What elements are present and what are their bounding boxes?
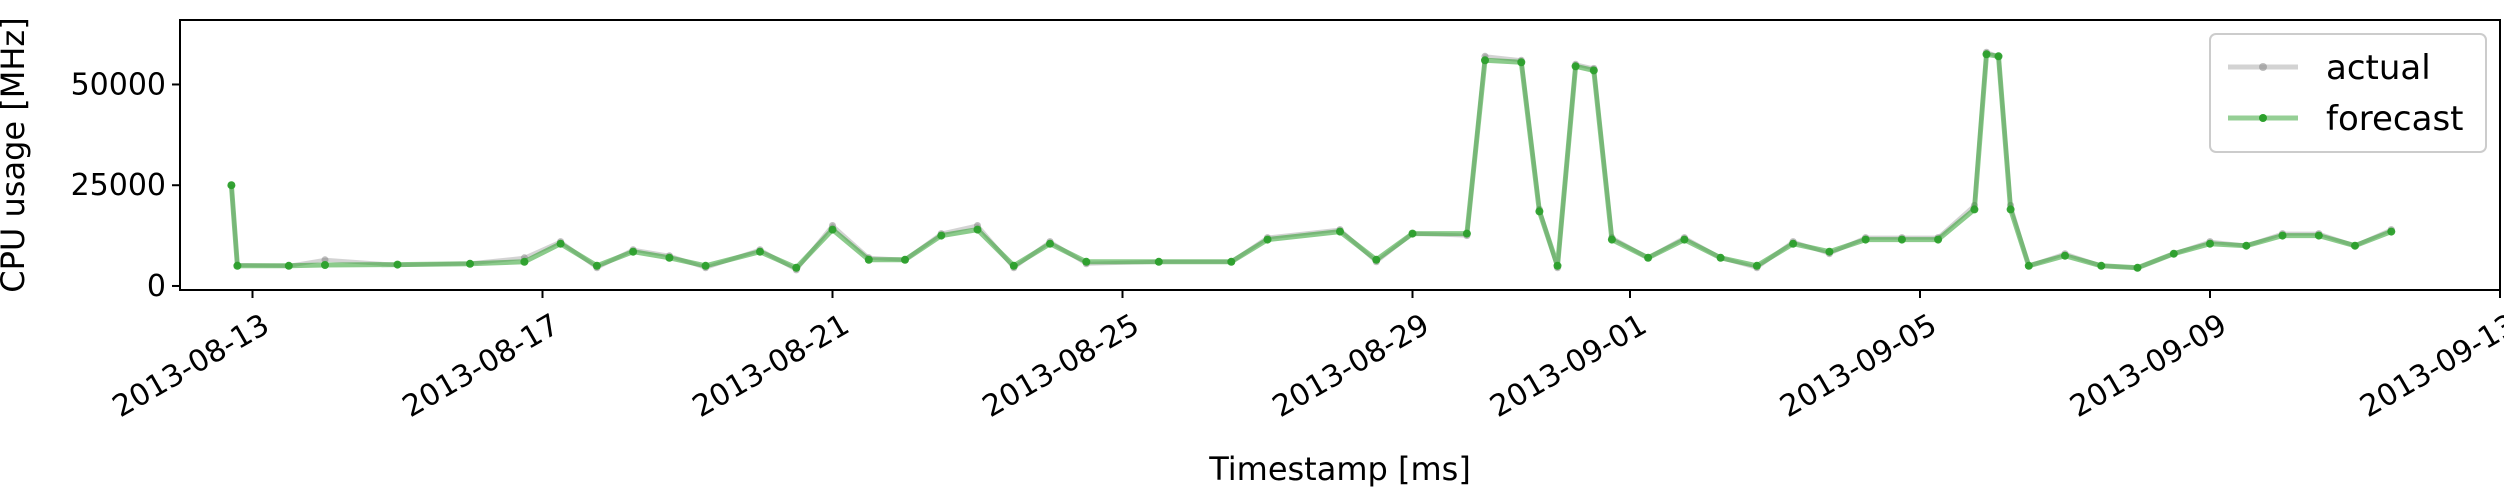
x-tick-label: 2013-09-01 (1484, 307, 1652, 424)
series-line-forecast (228, 51, 2393, 271)
data-point-forecast (2351, 241, 2359, 250)
data-point-forecast (665, 253, 674, 262)
data-point-forecast (937, 231, 946, 240)
plot-area (180, 20, 2500, 290)
data-point-forecast (2006, 205, 2015, 214)
data-point-forecast (1970, 205, 1979, 214)
x-tick-label: 2013-09-05 (1774, 307, 1942, 424)
data-point-forecast (227, 181, 236, 190)
data-point-forecast (973, 225, 982, 234)
data-point-forecast (1825, 247, 1834, 256)
x-axis: 2013-08-13 2013-08-17 2013-08-21 2013-08-25… (107, 290, 2504, 425)
data-point-forecast (2278, 231, 2287, 240)
data-point-forecast (520, 257, 529, 266)
y-axis-label: CPU usage [MHz] (0, 17, 32, 292)
data-point-forecast (1535, 207, 1544, 216)
data-point-forecast (466, 259, 474, 268)
data-point-forecast (864, 255, 873, 264)
plot-frame (179, 19, 2501, 291)
x-tick-label: 2013-08-29 (1267, 307, 1435, 424)
y-tick-label: 50000 (71, 67, 166, 102)
data-point-forecast (1481, 56, 1489, 65)
data-point-forecast (1589, 66, 1598, 75)
data-point-forecast (629, 247, 638, 256)
x-tick-label: 2013-08-21 (687, 307, 855, 424)
data-point-forecast (2097, 261, 2106, 270)
x-axis-label: Timestamp [ms] (1208, 450, 1471, 488)
data-point-forecast (1897, 235, 1906, 244)
data-point-forecast (284, 261, 293, 270)
data-point-forecast (1009, 261, 1018, 270)
data-point-forecast (1752, 261, 1761, 270)
data-point-forecast (1462, 229, 1471, 238)
y-tick-label: 25000 (71, 168, 166, 203)
data-point-forecast (1336, 227, 1344, 236)
x-tick-label: 2013-08-25 (977, 307, 1145, 424)
data-point-forecast (1680, 235, 1689, 244)
legend-label-forecast: forecast (2326, 99, 2464, 139)
y-axis: 0 25000 50000 (71, 67, 180, 304)
legend-label-actual: actual (2326, 48, 2431, 88)
data-point-forecast (1571, 62, 1580, 71)
data-point-forecast (1372, 255, 1381, 264)
legend: actual forecast (2209, 33, 2487, 153)
series-layer (227, 48, 2396, 274)
data-point-forecast (1716, 253, 1725, 262)
legend-box (2209, 33, 2487, 153)
data-point-forecast (1934, 235, 1943, 244)
data-point-forecast (1263, 235, 1272, 244)
x-tick-label: 2013-09-09 (2064, 307, 2232, 424)
data-point-forecast (1517, 58, 1526, 67)
data-point-forecast (756, 247, 764, 256)
data-point-forecast (1607, 235, 1616, 244)
data-point-forecast (1154, 257, 1163, 266)
data-point-forecast (701, 261, 710, 270)
data-point-forecast (901, 255, 909, 264)
data-point-forecast (1408, 229, 1417, 238)
data-point-forecast (1644, 253, 1653, 262)
legend-marker-forecast (2259, 114, 2267, 122)
data-point-forecast (1982, 50, 1991, 59)
data-point-forecast (592, 261, 601, 270)
data-point-forecast (1861, 235, 1870, 244)
data-point-forecast (828, 225, 837, 234)
data-point-forecast (2206, 239, 2214, 248)
data-point-forecast (1994, 52, 2003, 61)
data-point-forecast (321, 261, 329, 269)
data-point-forecast (2061, 251, 2069, 260)
legend-marker-actual (2259, 63, 2267, 71)
data-point-forecast (233, 261, 242, 270)
data-point-forecast (2024, 261, 2033, 270)
data-point-forecast (1227, 257, 1236, 266)
data-point-forecast (1553, 261, 1562, 270)
data-point-forecast (2169, 249, 2178, 258)
data-point-forecast (1789, 239, 1798, 248)
data-point-forecast (2242, 241, 2251, 250)
data-point-forecast (2387, 227, 2396, 236)
x-tick-label: 2013-08-17 (397, 307, 565, 424)
data-point-forecast (2133, 263, 2142, 272)
x-tick-label: 2013-08-13 (107, 307, 275, 424)
data-point-forecast (2314, 231, 2323, 240)
y-tick-label: 0 (147, 269, 166, 304)
x-tick-label: 2013-09-13 (2354, 307, 2504, 424)
data-point-forecast (393, 260, 402, 269)
data-point-forecast (556, 239, 565, 248)
data-point-forecast (1082, 257, 1091, 266)
data-point-forecast (1046, 239, 1054, 248)
data-point-forecast (792, 263, 801, 272)
